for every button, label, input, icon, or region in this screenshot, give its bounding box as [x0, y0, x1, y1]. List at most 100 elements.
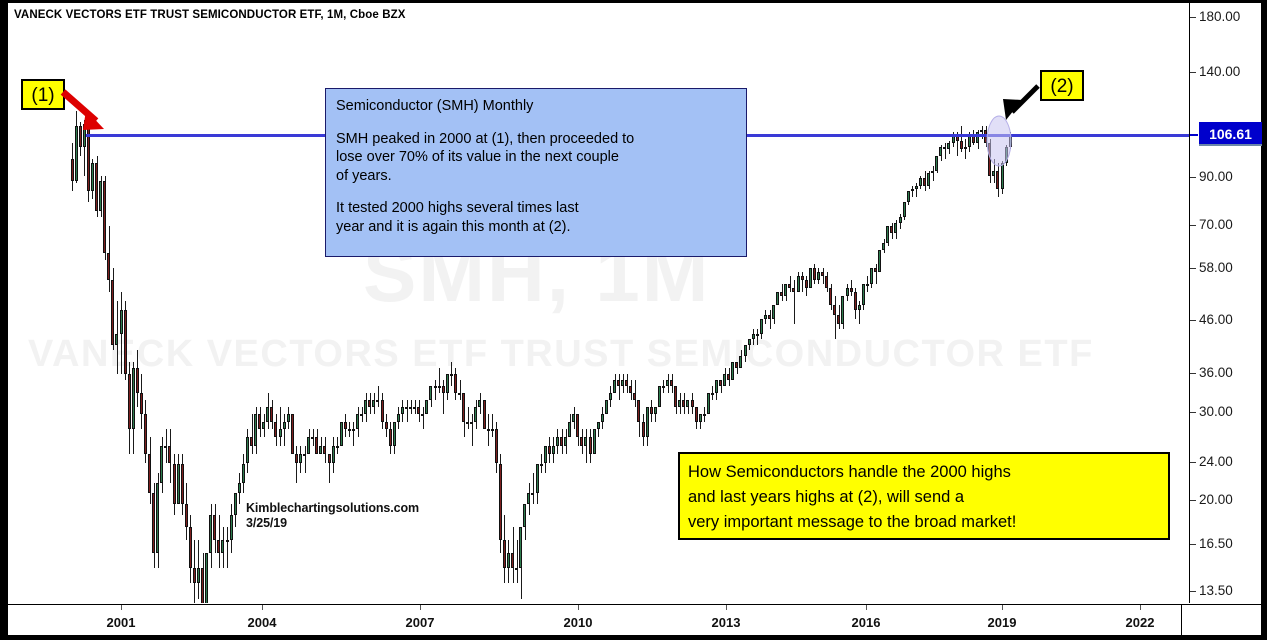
candle-wick — [876, 264, 877, 284]
candle-body — [148, 454, 151, 494]
candle-body — [295, 454, 298, 464]
candle-body — [140, 392, 143, 415]
candle-wick — [439, 367, 440, 393]
message-line-3: very important message to the broad mark… — [688, 513, 1017, 531]
candle-wick — [912, 185, 913, 197]
candle-body — [707, 392, 710, 415]
candle-body — [376, 399, 379, 402]
author-signature: Kimblechartingsolutions.com 3/25/19 — [246, 501, 419, 531]
candle-body — [274, 421, 277, 438]
candle-body — [299, 454, 302, 464]
candle-body — [646, 406, 649, 438]
candle-wick — [517, 539, 518, 583]
tick-value: 180.00 — [1199, 9, 1241, 24]
candle-body — [478, 399, 481, 407]
tick-value: 16.50 — [1199, 536, 1233, 551]
marker-label-1[interactable]: (1) — [21, 79, 65, 110]
candle-wick — [284, 414, 285, 446]
candle-wick — [794, 279, 795, 325]
candle-body — [682, 399, 685, 407]
candle-body — [323, 445, 326, 455]
price-scale[interactable]: 180.00 140.00 106.61 90.00 70.00 58.00 46.00 36… — [1189, 3, 1262, 603]
tick-dash-icon — [1190, 319, 1196, 321]
candle-body — [584, 437, 587, 446]
price-tick-label: 20.00 — [1190, 491, 1233, 509]
tick-value: 20.00 — [1199, 492, 1233, 507]
candle-body — [580, 437, 583, 446]
info-line-3a: It tested 2000 highs several times last — [336, 200, 579, 216]
candle-body — [103, 180, 106, 254]
candle-body — [931, 170, 934, 174]
price-tick-label: 180.00 — [1190, 8, 1240, 26]
candle-body — [658, 386, 661, 407]
candle-body — [356, 414, 359, 430]
candle-body — [960, 140, 963, 150]
candle-body — [947, 142, 950, 150]
candle-body — [120, 309, 123, 335]
info-annotation-box[interactable]: Semiconductor (SMH) Monthly SMH peaked i… — [325, 88, 747, 257]
candle-body — [368, 399, 371, 407]
tick-value: 70.00 — [1199, 217, 1233, 232]
candle-body — [160, 445, 163, 483]
price-tick-label: 13.50 — [1190, 582, 1233, 600]
candle-body — [760, 319, 763, 335]
candle-body — [609, 392, 612, 400]
time-scale[interactable]: 2001 2004 2007 2010 2013 2016 2019 2022 — [8, 604, 1261, 635]
candle-body — [907, 191, 910, 203]
candle-wick — [823, 267, 824, 284]
candle-body — [115, 334, 118, 345]
candle-wick — [598, 421, 599, 438]
candle-body — [764, 314, 767, 320]
candle-body — [173, 463, 176, 504]
candle-body — [841, 296, 844, 325]
candle-wick — [468, 406, 469, 430]
message-annotation-box[interactable]: How Semiconductors handle the 2000 highs… — [678, 452, 1170, 540]
candle-body — [866, 283, 869, 286]
candle-body — [136, 367, 139, 393]
candle-body — [364, 399, 367, 415]
tick-dash-icon — [1190, 372, 1196, 374]
candle-wick — [443, 379, 444, 415]
candle-wick — [770, 309, 771, 330]
candle-body — [242, 463, 245, 483]
candle-body — [617, 379, 620, 387]
candle-body — [246, 437, 249, 464]
candle-body — [923, 178, 926, 186]
candle-body — [780, 292, 783, 297]
candle-body — [425, 399, 428, 415]
candle-body — [976, 132, 979, 143]
price-tick-label: 16.50 — [1190, 535, 1233, 553]
candle-body — [409, 406, 412, 409]
candle-body — [870, 267, 873, 284]
candle-body — [695, 406, 698, 422]
time-tick-mark — [726, 605, 727, 610]
price-tick-label: 58.00 — [1190, 259, 1233, 277]
time-tick-label: 2007 — [405, 615, 435, 630]
marker-label-2[interactable]: (2) — [1040, 70, 1084, 101]
tick-value: 46.00 — [1199, 312, 1233, 327]
candle-body — [181, 463, 184, 504]
candle-body — [809, 267, 812, 288]
candle-body — [935, 156, 938, 171]
candle-body — [144, 414, 147, 455]
candle-body — [980, 130, 983, 133]
candle-body — [495, 429, 498, 464]
candle-body — [360, 414, 363, 417]
candle-body — [890, 226, 893, 233]
candle-body — [850, 287, 853, 293]
current-price-badge[interactable]: 106.61 — [1199, 122, 1262, 146]
price-tick-label: 24.00 — [1190, 453, 1233, 471]
candle-body — [209, 515, 212, 554]
price-tick-label: 30.00 — [1190, 403, 1233, 421]
time-tick-label: 2016 — [851, 615, 881, 630]
candle-body — [621, 379, 624, 387]
candle-body — [389, 429, 392, 446]
candle-body — [903, 202, 906, 217]
candle-body — [107, 253, 110, 280]
candle-body — [650, 406, 653, 415]
candle-wick — [961, 126, 962, 152]
candle-body — [201, 567, 204, 603]
candle-body — [385, 421, 388, 430]
candle-body — [878, 249, 881, 272]
